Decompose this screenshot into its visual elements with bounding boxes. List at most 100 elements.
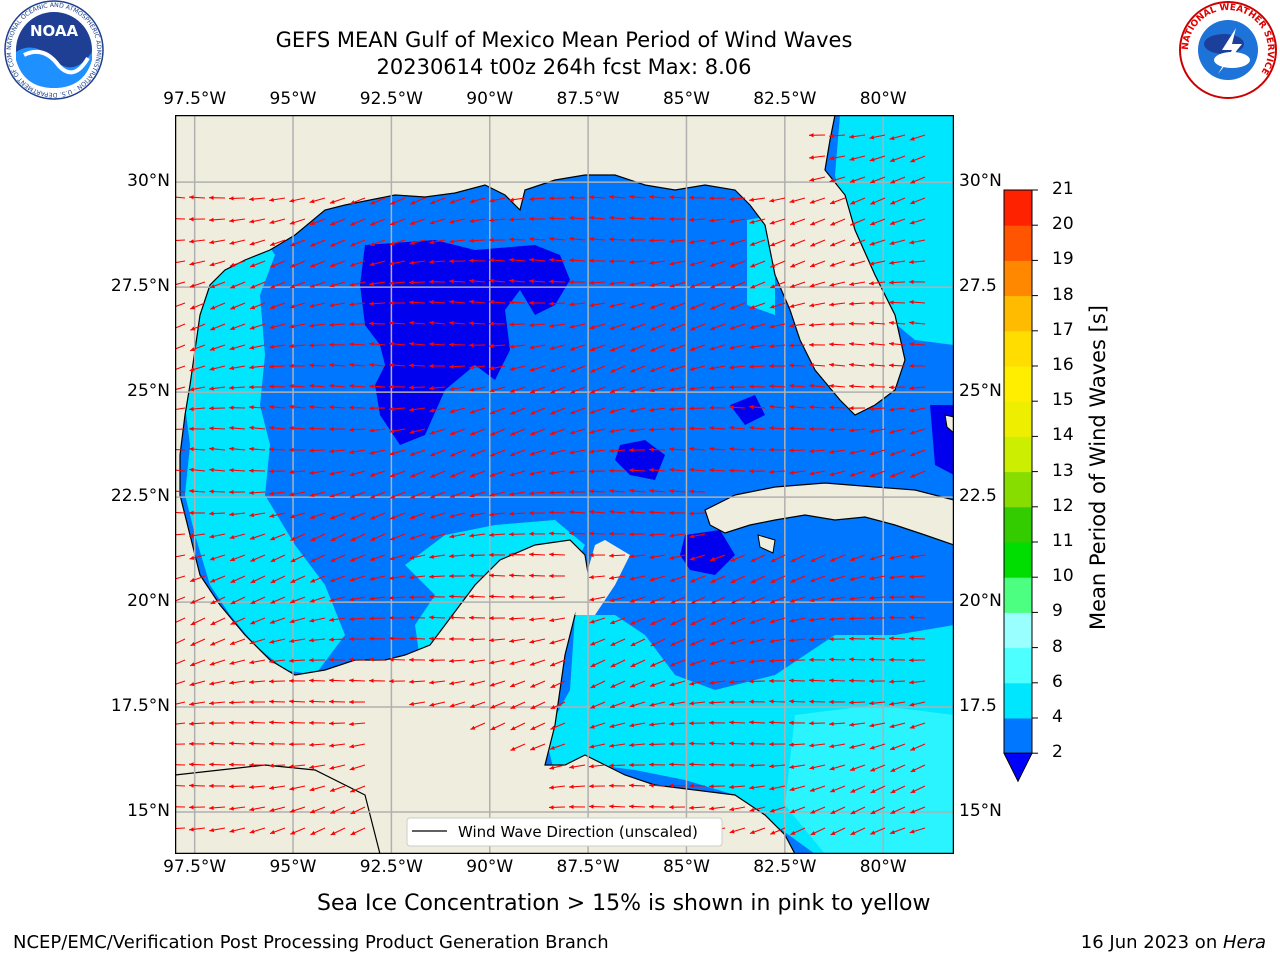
wave-arrow-head (869, 615, 874, 621)
wave-arrow-head (609, 723, 615, 728)
wave-arrow-head (749, 325, 755, 330)
wave-arrow-head (290, 536, 296, 541)
wave-arrow-head (749, 619, 755, 624)
wave-arrow-head (310, 809, 316, 814)
wave-arrow-head (409, 240, 415, 245)
wave-arrow-head (229, 700, 234, 705)
colorbar (1003, 189, 1038, 783)
wave-arrow-head (289, 447, 294, 453)
wave-arrow-head (589, 280, 594, 285)
wave-arrow-head (349, 449, 355, 455)
wave-arrow-head (269, 344, 274, 349)
wave-arrow-head (529, 451, 535, 456)
wave-arrow-head (429, 430, 435, 435)
wave-arrow-head (669, 467, 674, 472)
wave-arrow-head (309, 448, 314, 453)
wave-arrow-head (310, 558, 316, 562)
wave-arrow-head (529, 322, 534, 328)
wave-arrow-head (470, 725, 476, 730)
wave-arrow-head (490, 726, 496, 730)
wave-arrow-head (629, 194, 634, 199)
wave-arrow-head (349, 577, 355, 582)
wave-arrow-head (770, 263, 776, 268)
wave-arrow-head (549, 236, 554, 242)
wave-arrow-head (269, 469, 274, 474)
wave-arrow-head (489, 512, 494, 517)
wave-arrow-head (369, 428, 374, 433)
wave-arrow-head (189, 467, 194, 472)
wave-arrow-head (889, 240, 895, 246)
wave-arrow-head (370, 494, 376, 499)
wave-arrow-head (829, 699, 834, 705)
wave-arrow-head (829, 597, 835, 602)
wave-arrow-head (809, 471, 815, 476)
wave-arrow-head (329, 405, 334, 410)
wave-arrow-head (229, 806, 234, 811)
wave-arrow-head (189, 783, 194, 788)
wave-arrow-head (869, 362, 874, 368)
wave-arrow-head (789, 658, 794, 663)
wave-arrow (175, 260, 186, 264)
wave-arrow-head (569, 430, 575, 435)
wave-arrow-head (469, 409, 475, 414)
wave-arrow-head (289, 220, 295, 225)
wave-arrow-head (769, 638, 775, 644)
wave-arrow-head (369, 450, 375, 455)
wave-arrow-head (629, 468, 634, 473)
wave-arrow-head (389, 575, 395, 581)
lon-label: 85°W (662, 857, 710, 877)
wave-arrow-head (669, 406, 674, 412)
wave-arrow-head (409, 679, 414, 684)
wave-arrow-head (209, 701, 214, 706)
wave-arrow-head (589, 619, 595, 624)
wave-arrow-head (729, 325, 735, 330)
wave-arrow-head (249, 699, 254, 705)
wave-arrow-head (909, 220, 915, 225)
wave-arrow-head (669, 555, 675, 560)
wave-arrow-head (409, 555, 415, 560)
wave-arrow-head (469, 493, 475, 498)
wave-arrow-head (710, 284, 716, 289)
wave-arrow (175, 533, 186, 536)
wave-arrow-head (809, 177, 815, 182)
wave-arrow-head (409, 657, 414, 662)
wave-arrow-head (889, 615, 894, 620)
wave-arrow-head (769, 619, 775, 624)
wave-arrow-head (649, 216, 654, 221)
colorbar-tick-label: 8 (1052, 636, 1063, 657)
wave-arrow-head (789, 638, 794, 643)
wave-arrow-head (510, 431, 516, 436)
wave-arrow-head (869, 678, 874, 684)
wave-arrow-head (609, 237, 614, 242)
wave-arrow-head (269, 241, 275, 246)
wave-arrow-head (629, 742, 634, 748)
wave-arrow-head (609, 448, 614, 453)
wave-arrow-head (549, 430, 555, 435)
wave-arrow-head (829, 766, 835, 771)
wave-arrow-head (250, 599, 256, 604)
wave-arrow-head (649, 387, 655, 393)
wave-arrow-head (349, 636, 354, 642)
lon-label: 80°W (859, 89, 907, 109)
wave-arrow-head (209, 661, 215, 666)
wave-arrow-head (629, 282, 635, 287)
wave-arrow-head (209, 426, 214, 431)
wave-arrow-head (809, 362, 814, 368)
wave-arrow-head (569, 258, 574, 263)
wave-arrow (175, 218, 186, 220)
wave-arrow-head (869, 300, 874, 306)
wave-arrow-head (489, 343, 494, 348)
wave-arrow-head (249, 219, 255, 224)
wave-arrow-head (210, 305, 216, 310)
wave-arrow-head (869, 723, 875, 728)
wave-arrow-head (390, 473, 396, 478)
wave-arrow-head (389, 636, 394, 641)
wave-arrow-head (489, 299, 494, 305)
wave-arrow-head (590, 641, 596, 646)
wave-arrow-head (389, 280, 394, 286)
wave-arrow-head (669, 488, 674, 494)
wave-arrow-head (850, 221, 856, 226)
wave-arrow-head (289, 404, 294, 409)
wave-arrow-head (749, 304, 755, 309)
wave-arrow-head (589, 215, 594, 220)
